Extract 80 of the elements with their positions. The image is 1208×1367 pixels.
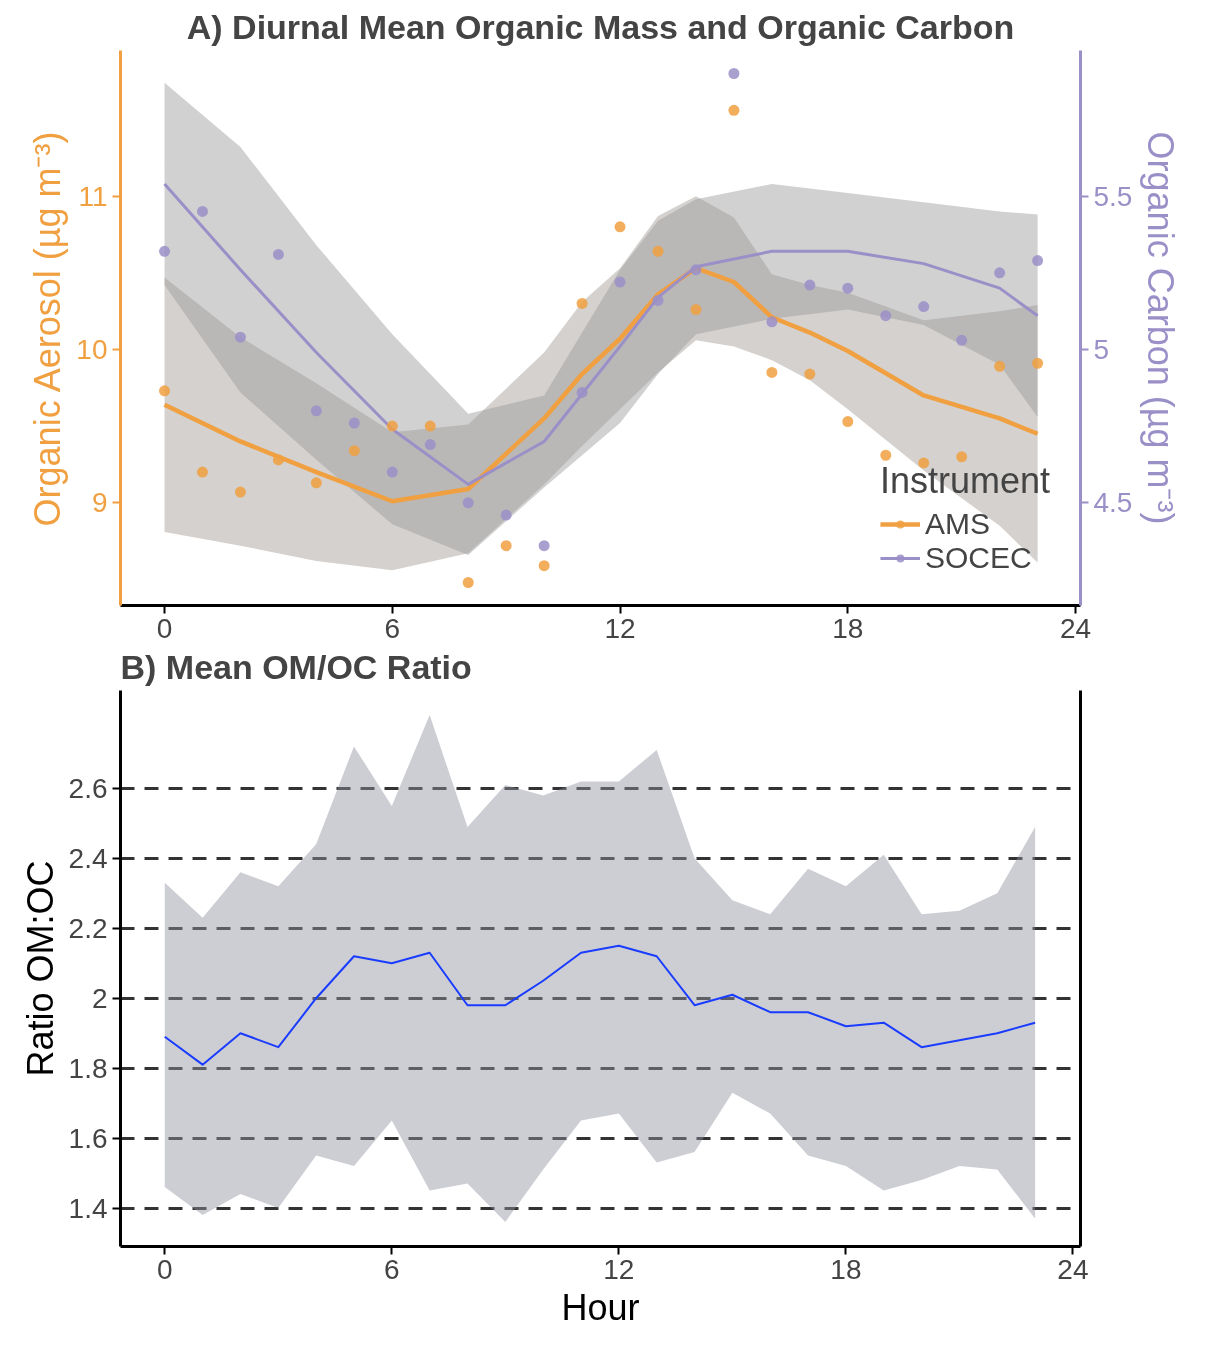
- point: [538, 540, 550, 552]
- point: [576, 297, 588, 309]
- point: [994, 360, 1006, 372]
- point: [159, 385, 171, 397]
- point: [728, 68, 740, 79]
- x-tick-label: 12: [604, 612, 636, 644]
- point: [804, 368, 816, 380]
- chart-title: B) Mean OM/OC Ratio: [120, 647, 472, 686]
- point: [500, 509, 512, 521]
- point: [956, 334, 968, 346]
- x-tick-label: 24: [1057, 1253, 1089, 1285]
- point: [386, 420, 398, 432]
- legend-title: Instrument: [879, 460, 1050, 502]
- point: [842, 282, 854, 294]
- point: [766, 366, 778, 378]
- point: [956, 451, 968, 463]
- point: [462, 497, 474, 509]
- y-tick-label: 2.2: [68, 912, 108, 944]
- y2-tick-label: 5.5: [1093, 180, 1133, 212]
- y-tick-label: 2.6: [68, 772, 108, 804]
- x-tick-label: 24: [1059, 612, 1092, 644]
- point: [196, 466, 208, 478]
- legend-label: SOCEC: [924, 541, 1032, 575]
- x-tick-label: 6: [384, 1253, 400, 1285]
- point: [880, 449, 892, 461]
- point: [652, 245, 664, 257]
- point: [652, 294, 664, 306]
- legend-label: AMS: [924, 507, 990, 541]
- x-tick-label: 0: [156, 1253, 173, 1285]
- y-tick-label: 2.4: [68, 842, 108, 874]
- point: [880, 310, 892, 322]
- y-tick-label: 1.4: [68, 1192, 108, 1224]
- point: [538, 560, 550, 572]
- point: [500, 540, 512, 552]
- point: [272, 248, 284, 260]
- y-tick-label: 1.8: [68, 1052, 108, 1084]
- point: [614, 276, 626, 288]
- point: [159, 245, 171, 257]
- point: [386, 466, 398, 478]
- y2-tick-label: 4.5: [1093, 487, 1133, 519]
- point: [234, 331, 246, 343]
- y-tick-label: 11: [78, 180, 108, 212]
- point: [918, 301, 930, 313]
- x-tick-label: 18: [830, 1253, 862, 1285]
- y-axis-title: Organic Aerosol (µg m⁻³): [27, 131, 69, 527]
- point: [462, 577, 474, 588]
- point: [804, 279, 816, 291]
- y2-axis-title: Organic Carbon (µg m⁻³): [1140, 131, 1182, 525]
- point: [424, 439, 436, 451]
- point: [424, 420, 436, 432]
- y-tick-label: 10: [76, 333, 108, 365]
- point: [310, 477, 322, 489]
- x-axis-title: Hour: [561, 1286, 640, 1328]
- line-series: [163, 944, 1037, 1066]
- x-tick-label: 18: [832, 612, 864, 644]
- point: [1032, 255, 1044, 267]
- point: [994, 267, 1006, 279]
- point: [310, 405, 322, 417]
- point: [234, 486, 246, 498]
- point: [272, 454, 284, 466]
- y-axis-title: Ratio OM:OC: [19, 860, 61, 1077]
- x-tick-label: 6: [384, 612, 401, 644]
- point: [614, 221, 626, 233]
- chart-title: A) Diurnal Mean Organic Mass and Organic Carbon: [186, 7, 1015, 46]
- y2-tick-label: 5: [1093, 333, 1110, 365]
- x-tick-label: 12: [603, 1253, 635, 1285]
- y-tick-label: 9: [91, 487, 108, 519]
- point: [348, 417, 360, 429]
- point: [766, 316, 778, 328]
- point: [690, 264, 702, 276]
- point: [1032, 357, 1044, 369]
- point: [576, 386, 588, 398]
- y-tick-label: 1.6: [68, 1122, 108, 1154]
- point: [690, 304, 702, 316]
- point: [842, 416, 854, 428]
- point: [728, 104, 740, 116]
- x-tick-label: 0: [156, 612, 173, 644]
- point: [196, 205, 208, 217]
- y-tick-label: 2: [91, 982, 108, 1014]
- point: [348, 445, 360, 457]
